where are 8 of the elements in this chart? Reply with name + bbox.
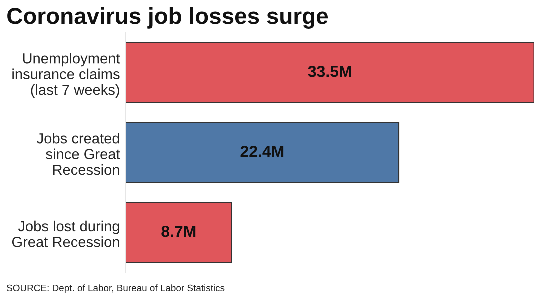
chart-title: Coronavirus job losses surge — [8, 8, 328, 29]
y-tick-label: Jobs lost during Great Recession — [12, 220, 120, 248]
data-label: 33.5M — [308, 66, 352, 78]
y-tick-label: Jobs created since Great Recession — [37, 133, 120, 176]
y-tick-label: Unemployment insurance claims (last 7 weeks) — [12, 53, 120, 98]
source-note: SOURCE: Dept. of Labor, Bureau of Labor Statistics — [7, 284, 225, 294]
data-label: 8.7M — [162, 226, 196, 238]
data-label: 22.4M — [240, 146, 284, 158]
